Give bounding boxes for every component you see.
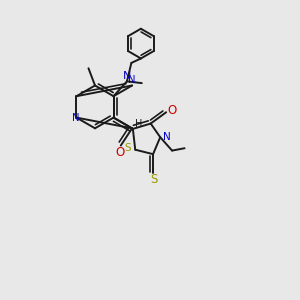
Text: S: S (150, 173, 158, 186)
Text: N: N (72, 112, 79, 123)
Text: N: N (163, 132, 171, 142)
Text: S: S (125, 143, 131, 153)
Text: H: H (135, 118, 142, 128)
Text: O: O (167, 104, 177, 117)
Text: N: N (128, 76, 136, 85)
Text: O: O (116, 146, 125, 159)
Text: N: N (123, 71, 132, 81)
